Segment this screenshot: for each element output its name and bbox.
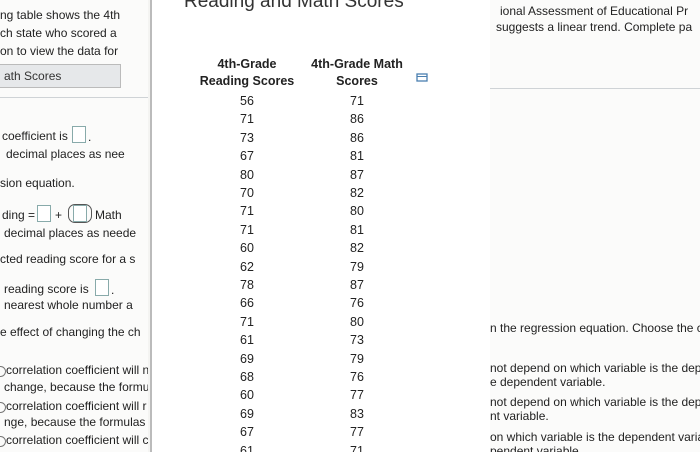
option-text: correlation coefficient will r	[6, 399, 147, 413]
left-panel: ng table shows the 4th ch state who scor…	[0, 0, 148, 452]
table-cell: 71	[350, 94, 364, 108]
table-cell: 71	[240, 112, 254, 127]
table-cell: 78	[240, 278, 254, 292]
answer-box[interactable]	[37, 205, 51, 222]
question-text: ding =	[2, 208, 36, 222]
question-text: e effect of changing the ch	[0, 325, 141, 339]
question-text: nearest whole number a	[4, 298, 133, 312]
table-cell: 86	[350, 112, 364, 127]
table-cell: 73	[240, 130, 254, 145]
table-cell: 62	[240, 259, 254, 274]
column-header: 4th-Grade Math Scores	[311, 57, 403, 88]
option-text: correlation coefficient will c	[6, 433, 148, 447]
intro-line: suggests a linear trend. Complete pa	[496, 20, 693, 34]
data-button[interactable]: ath Scores	[0, 64, 121, 88]
question-text: Math	[95, 208, 122, 222]
table-cell: 71	[350, 443, 364, 452]
table-cell: 83	[350, 406, 364, 421]
intro-line: ional Assessment of Educational Pr	[500, 4, 689, 18]
answer-box[interactable]	[73, 205, 87, 222]
answer-paren	[68, 204, 92, 223]
option-text: change, because the formu	[4, 380, 148, 394]
table-cell: 81	[350, 222, 364, 237]
question-text: +	[55, 208, 63, 222]
divider	[490, 88, 700, 89]
popup-title: Reading and Math Scores	[184, 0, 404, 12]
table-cell: 56	[240, 94, 254, 108]
table-cell: 69	[240, 351, 254, 366]
copy-icon[interactable]	[416, 73, 428, 83]
option-text: correlation coefficient will n	[6, 363, 148, 377]
table-cell: 76	[350, 296, 364, 311]
table-cell: 60	[240, 241, 254, 256]
table-cell: 69	[240, 406, 254, 421]
divider	[0, 97, 148, 98]
table-cell: 71	[240, 314, 254, 329]
table-cell: 79	[350, 351, 364, 366]
table-cell: 77	[350, 388, 364, 403]
option-text: on which variable is the dependent varia…	[490, 430, 700, 444]
table-cell: 87	[350, 167, 364, 182]
option-text: e dependent variable.	[490, 375, 606, 389]
table-cell: 86	[350, 130, 364, 145]
table-cell: 70	[240, 186, 254, 200]
table-cell: 81	[350, 149, 364, 164]
data-popup: Reading and Math Scores 4th-Grade Readin…	[150, 0, 492, 452]
right-panel: ional Assessment of Educational Pr sugge…	[490, 0, 700, 452]
table-cell: 67	[240, 149, 254, 164]
option-text: pendent variable	[490, 444, 579, 452]
question-text: n the regression equation. Choose the c	[490, 321, 700, 335]
table-cell: 82	[350, 186, 364, 200]
table-cell: 61	[240, 443, 254, 452]
table-cell: 71	[240, 204, 254, 219]
table-cell: 60	[240, 388, 254, 403]
table-cell: 61	[240, 333, 254, 348]
table-cell: 80	[350, 204, 364, 219]
table-cell: 80	[350, 314, 364, 329]
table-cell: 77	[350, 425, 364, 440]
button-label[interactable]: ath Scores	[4, 69, 62, 83]
option-text: not depend on which variable is the depe	[490, 395, 700, 409]
option-text: nt variable.	[490, 409, 549, 423]
intro-line: on to view the data for	[0, 44, 119, 58]
column-header: 4th-Grade Reading Scores	[199, 57, 295, 88]
table-cell: 66	[240, 296, 254, 311]
question-text: .	[111, 283, 115, 297]
option-text: nge, because the formulas	[4, 415, 146, 429]
answer-box[interactable]	[72, 126, 86, 143]
table-cell: 76	[350, 370, 364, 384]
intro-line: ch state who scored a	[0, 26, 117, 40]
table-cell: 87	[350, 278, 364, 292]
table-cell: 71	[240, 222, 254, 237]
question-text: sion equation.	[0, 176, 75, 190]
table-cell: 73	[350, 333, 364, 348]
table-cell: 82	[350, 241, 364, 256]
question-text: decimal places as nee	[6, 147, 125, 161]
question-text: cted reading score for a s	[0, 252, 136, 266]
question-text: coefficient is	[2, 129, 68, 143]
answer-box[interactable]	[95, 279, 109, 296]
option-text: not depend on which variable is the depe	[490, 361, 700, 375]
intro-line: ng table shows the 4th	[0, 8, 121, 22]
table-cell: 68	[240, 370, 254, 384]
table-cell: 80	[240, 167, 254, 182]
question-text: decimal places as neede	[4, 226, 137, 240]
question-text: .	[88, 130, 92, 144]
question-text: reading score is	[4, 282, 89, 296]
table-cell: 79	[350, 259, 364, 274]
table-cell: 67	[240, 425, 254, 440]
